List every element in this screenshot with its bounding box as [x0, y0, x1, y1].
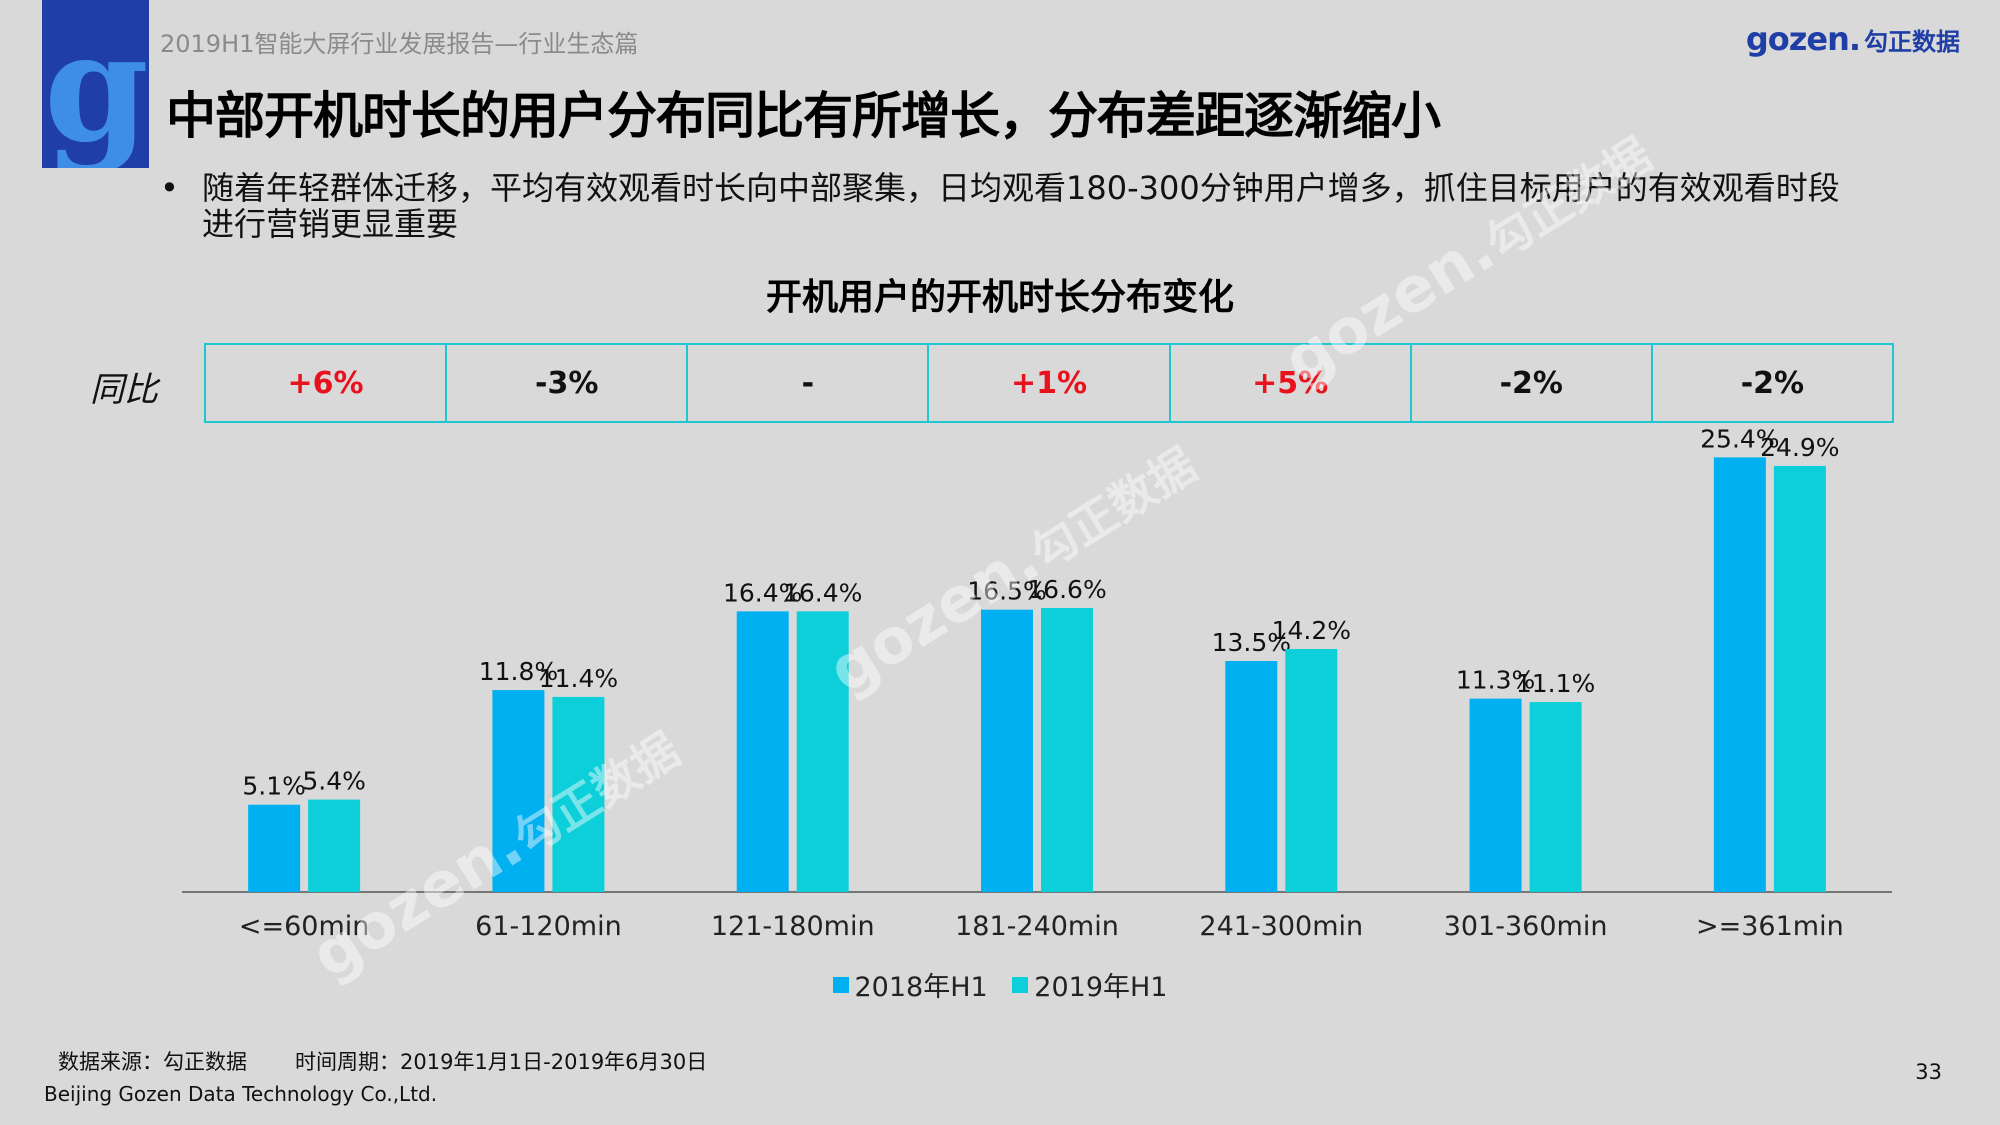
footer-company: Beijing Gozen Data Technology Co.,Ltd. — [44, 1082, 438, 1106]
bar-2019 — [1285, 649, 1338, 892]
bar-2019 — [1773, 465, 1826, 892]
logo-block: g — [42, 0, 149, 168]
chart-title: 开机用户的开机时长分布变化 — [765, 277, 1234, 318]
yoy-cell: +5% — [1171, 345, 1412, 421]
bullet-dot: • — [160, 169, 179, 207]
data-label: 16.4% — [783, 578, 862, 607]
bullet-text: 随着年轻群体迁移，平均有效观看时长向中部聚集，日均观看180-300分钟用户增多… — [202, 169, 1840, 243]
logo-g-letter: g — [44, 0, 149, 168]
x-tick-label: 61-120min — [475, 911, 622, 942]
chart-legend: 2018年H1 2019年H1 — [0, 965, 2000, 1004]
data-label: 24.9% — [1760, 433, 1839, 462]
legend-item-2019: 2019年H1 — [1012, 965, 1168, 1004]
data-label: 16.5% — [967, 577, 1046, 606]
data-label: 11.3% — [1456, 666, 1535, 695]
bar-2018 — [1469, 698, 1522, 892]
bar-2019 — [308, 799, 361, 892]
data-label: 11.8% — [479, 657, 558, 686]
x-tick-label: 301-360min — [1444, 911, 1608, 942]
yoy-cell: -3% — [447, 345, 689, 421]
report-header-title: 2019H1智能大屏行业发展报告—行业生态篇 — [160, 30, 639, 58]
x-tick-label: 121-180min — [711, 911, 875, 942]
yoy-cell: +6% — [206, 345, 448, 421]
bar-2018 — [981, 609, 1033, 892]
legend-swatch-2019 — [1012, 976, 1029, 993]
legend-label-2019: 2019年H1 — [1034, 972, 1168, 1003]
bar-2018 — [492, 690, 545, 892]
bar-2019 — [796, 611, 849, 892]
bar-2019 — [552, 696, 605, 892]
x-tick-label: 241-300min — [1199, 911, 1363, 942]
bar-2018 — [248, 804, 301, 892]
data-label: 11.4% — [539, 664, 618, 693]
x-tick-label: >=361min — [1696, 911, 1844, 942]
bar-2019 — [1529, 702, 1582, 892]
yoy-table: +6% -3% - +1% +5% -2% -2% — [204, 343, 1894, 423]
data-label: 16.4% — [723, 578, 802, 607]
data-label: 11.1% — [1516, 669, 1595, 698]
x-tick-label: <=60min — [239, 911, 370, 942]
brand-logo-latin: gozen. — [1745, 20, 1861, 58]
data-source: 数据来源：勾正数据 — [58, 1050, 247, 1074]
footer-source: 数据来源：勾正数据 时间周期：2019年1月1日-2019年6月30日 — [58, 1046, 707, 1076]
yoy-cell: - — [688, 345, 930, 421]
x-tick-label: 181-240min — [955, 911, 1119, 942]
yoy-cell: +1% — [929, 345, 1171, 421]
brand-logo: gozen. 勾正数据 — [1746, 20, 1960, 58]
legend-label-2018: 2018年H1 — [854, 972, 988, 1003]
data-label: 25.4% — [1700, 424, 1779, 453]
yoy-label: 同比 — [90, 370, 158, 410]
data-label: 13.5% — [1212, 628, 1291, 657]
brand-logo-cn: 勾正数据 — [1864, 28, 1960, 56]
data-label: 14.2% — [1272, 616, 1351, 645]
data-label: 16.6% — [1027, 575, 1106, 604]
yoy-cell: -2% — [1740, 365, 1805, 401]
bar-2019 — [1041, 607, 1093, 892]
page-title: 中部开机时长的用户分布同比有所增长，分布差距逐渐缩小 — [166, 87, 1441, 145]
legend-swatch-2018 — [832, 976, 849, 993]
data-label: 5.1% — [242, 772, 306, 801]
page-number: 33 — [1915, 1060, 1942, 1084]
legend-item-2018: 2018年H1 — [832, 965, 988, 1004]
yoy-cell: -2% — [1412, 345, 1653, 421]
bar-2018 — [1225, 661, 1278, 892]
time-period: 时间周期：2019年1月1日-2019年6月30日 — [295, 1050, 708, 1074]
data-label: 5.4% — [302, 767, 366, 796]
bar-2018 — [736, 611, 789, 892]
bar-2018 — [1713, 457, 1766, 892]
bullet-point: • 随着年轻群体迁移，平均有效观看时长向中部聚集，日均观看180-300分钟用户… — [160, 170, 1860, 242]
